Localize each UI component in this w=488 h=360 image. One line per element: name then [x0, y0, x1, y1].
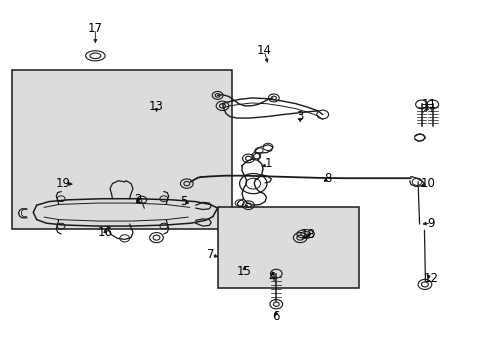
Text: 10: 10	[420, 177, 434, 190]
Text: 3: 3	[296, 111, 304, 123]
Text: 11: 11	[421, 98, 436, 111]
Text: 8: 8	[323, 172, 331, 185]
Text: 12: 12	[423, 273, 438, 285]
Text: 1: 1	[264, 157, 271, 170]
Text: 15: 15	[237, 265, 251, 278]
Bar	[217, 207, 359, 288]
Text: 2: 2	[134, 193, 142, 206]
Bar	[12, 70, 232, 229]
Text: 7: 7	[207, 248, 215, 261]
Text: 19: 19	[56, 177, 71, 190]
Text: 18: 18	[300, 228, 315, 240]
Text: 16: 16	[98, 226, 112, 239]
Text: 5: 5	[179, 195, 187, 208]
Text: 6: 6	[272, 310, 280, 323]
Text: 17: 17	[88, 22, 102, 35]
Text: 14: 14	[256, 44, 271, 57]
Text: 9: 9	[427, 217, 434, 230]
Text: 13: 13	[149, 100, 163, 113]
Text: 4: 4	[268, 271, 276, 284]
